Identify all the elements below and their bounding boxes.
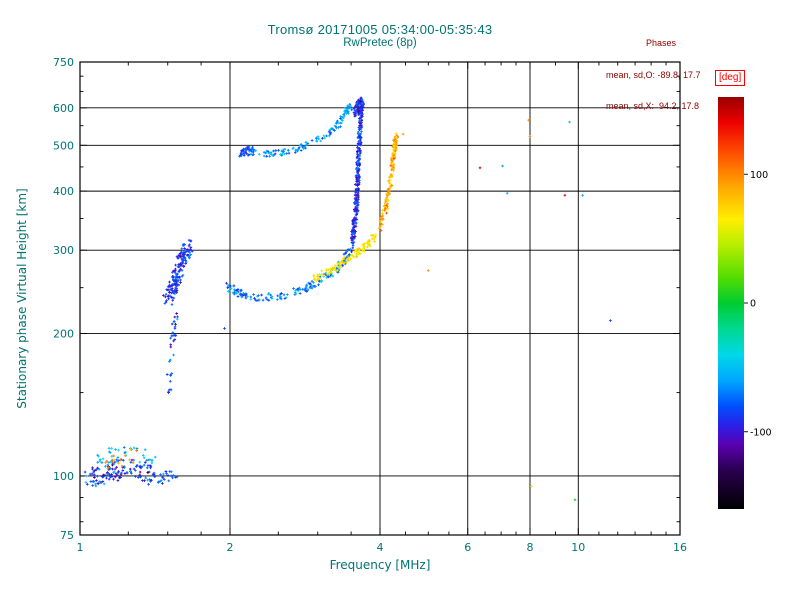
svg-text:2: 2 (227, 541, 234, 554)
svg-text:100: 100 (750, 170, 768, 181)
svg-text:200: 200 (53, 328, 74, 341)
svg-text:75: 75 (60, 529, 74, 542)
svg-text:1: 1 (77, 541, 84, 554)
svg-text:300: 300 (53, 244, 74, 257)
svg-text:500: 500 (53, 139, 74, 152)
svg-text:100: 100 (53, 470, 74, 483)
svg-text:750: 750 (53, 56, 74, 69)
svg-text:8: 8 (527, 541, 534, 554)
plot-subtitle: RwPretec (8p) (343, 37, 417, 49)
svg-text:0: 0 (750, 299, 756, 310)
svg-text:Frequency [MHz]: Frequency [MHz] (330, 558, 431, 572)
plot-title: Tromsø 20171005 05:34:00-05:35:43 (267, 22, 493, 37)
svg-text:6: 6 (464, 541, 471, 554)
svg-text:Stationary phase Virtual Heigh: Stationary phase Virtual Height [km] (15, 188, 29, 408)
phase-stats-heading: Phases (646, 38, 677, 48)
svg-text:16: 16 (673, 541, 687, 554)
phase-colorbar (718, 97, 744, 509)
svg-text:600: 600 (53, 102, 74, 115)
svg-text:400: 400 (53, 185, 74, 198)
phase-stats-x-mode: mean, sd,X: 94.2, 17.8 (606, 101, 700, 111)
colorbar-unit-label: [deg] (715, 70, 746, 86)
phase-stats-annotation: Phases mean, sd,O: -89.8, 17.7 mean, sd,… (606, 17, 776, 133)
svg-text:10: 10 (571, 541, 585, 554)
svg-text:4: 4 (377, 541, 384, 554)
phase-stats-o-mode: mean, sd,O: -89.8, 17.7 (606, 69, 701, 80)
svg-text:-100: -100 (750, 427, 772, 438)
